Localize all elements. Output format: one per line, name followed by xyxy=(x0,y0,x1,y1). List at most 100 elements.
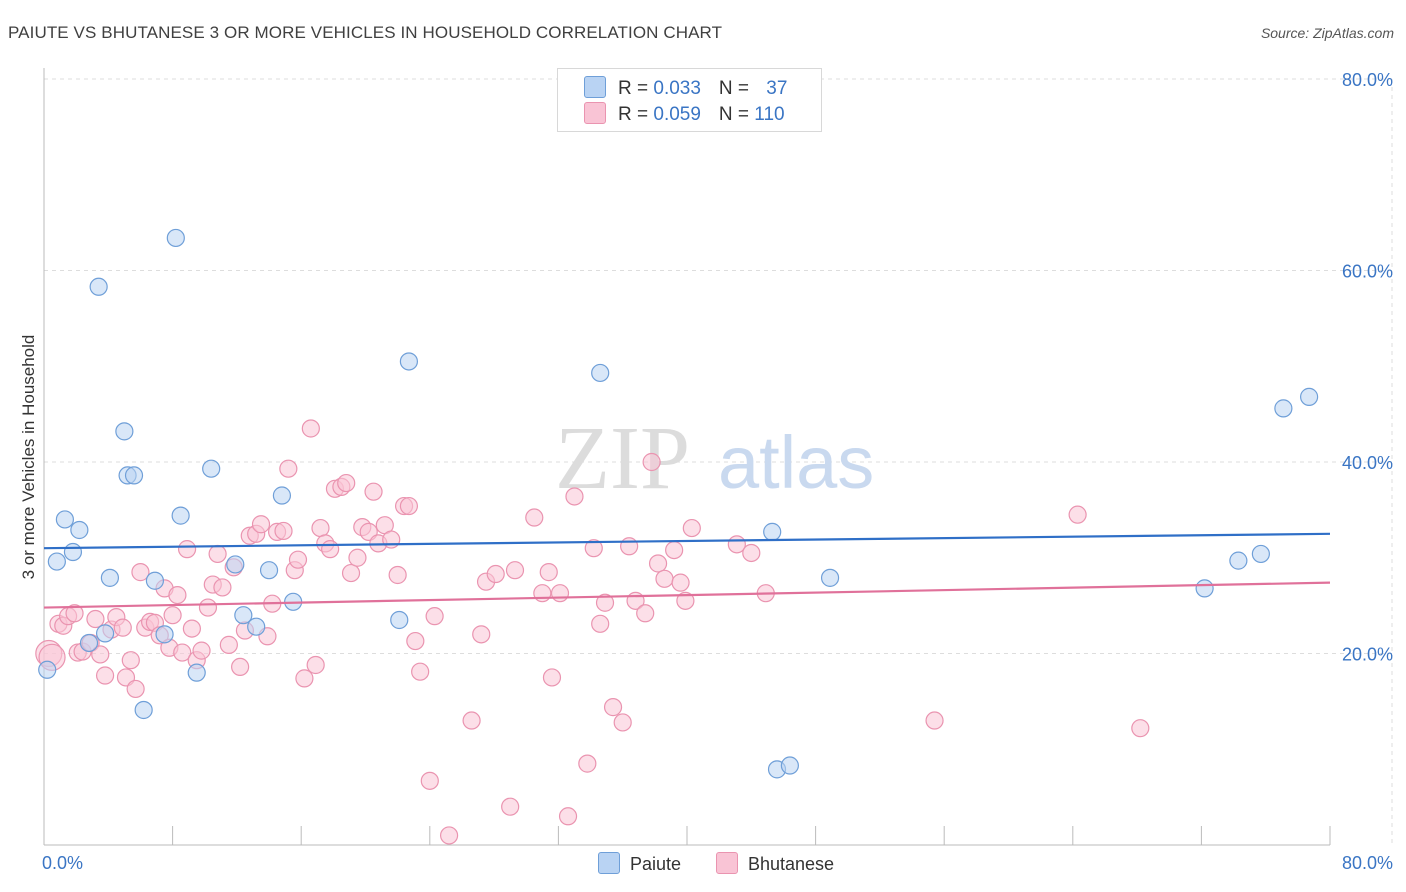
bhutanese-point-83 xyxy=(539,563,558,582)
bhutanese-point-29 xyxy=(182,619,201,638)
paiute-point-5 xyxy=(79,633,99,653)
bhutanese-point-9 xyxy=(86,609,105,629)
bhutanese-point-73 xyxy=(425,607,444,626)
paiute-n-value: 37 xyxy=(766,78,788,99)
bhutanese-point-14 xyxy=(113,618,132,637)
paiute-r-value: 0.033 xyxy=(653,78,701,99)
bhutanese-point-49 xyxy=(288,550,308,569)
bhutanese-point-71 xyxy=(411,662,430,681)
source-label: Source: ZipAtlas.com xyxy=(1260,25,1394,41)
bottom-bhutanese-label: Bhutanese xyxy=(748,854,835,874)
bhutanese-n-value: 110 xyxy=(754,104,785,125)
paiute-point-13 xyxy=(145,571,165,590)
bottom-legend-bhutanese: Bhutanese xyxy=(716,852,834,875)
bhutanese-point-17 xyxy=(126,679,145,699)
bhutanese-point-67 xyxy=(388,565,407,585)
bhutanese-point-42 xyxy=(251,515,271,534)
paiute-point-31 xyxy=(820,568,840,587)
bhutanese-point-35 xyxy=(213,578,232,597)
bhutanese-point-109 xyxy=(1131,719,1150,738)
paiute-point-15 xyxy=(166,228,185,248)
bhutanese-point-28 xyxy=(177,540,197,559)
bhutanese-point-52 xyxy=(306,655,325,675)
bhutanese-point-55 xyxy=(321,540,340,559)
paiute-point-7 xyxy=(95,624,115,643)
y-tick-label-80: 80.0% xyxy=(1342,70,1393,90)
bhutanese-point-70 xyxy=(406,631,425,651)
bhutanese-trend-line xyxy=(43,581,1331,609)
bhutanese-point-102 xyxy=(676,591,695,610)
watermark: ZIP atlas xyxy=(555,409,874,508)
paiute-point-19 xyxy=(226,555,245,574)
paiute-trend-line xyxy=(43,532,1331,550)
bhutanese-point-87 xyxy=(565,487,584,506)
bhutanese-point-47 xyxy=(279,459,298,478)
bhutanese-point-105 xyxy=(742,543,761,563)
paiute-point-9 xyxy=(115,422,134,441)
paiute-point-4 xyxy=(70,520,89,540)
stats-legend: R = 0.033 N = 37 R = 0.059 N = 110 xyxy=(557,68,822,132)
paiute-swatch xyxy=(584,76,606,98)
paiute-point-17 xyxy=(187,663,206,682)
bhutanese-point-76 xyxy=(472,625,491,644)
bhutanese-point-93 xyxy=(613,713,632,732)
bhutanese-point-38 xyxy=(231,657,250,677)
paiute-point-1 xyxy=(47,552,66,571)
paiute-n-label: N = xyxy=(718,78,755,99)
bhutanese-point-72 xyxy=(420,771,439,790)
bhutanese-point-31 xyxy=(192,641,211,660)
bhutanese-point-80 xyxy=(505,561,525,580)
bhutanese-point-75 xyxy=(462,711,481,730)
bhutanese-point-74 xyxy=(439,826,459,845)
bhutanese-point-36 xyxy=(219,635,238,654)
paiute-point-0 xyxy=(38,660,57,679)
bhutanese-point-108 xyxy=(1068,505,1087,524)
legend-row-paiute: R = 0.033 N = 37 xyxy=(584,76,787,100)
bhutanese-point-89 xyxy=(584,539,603,558)
bhutanese-point-18 xyxy=(131,563,150,582)
tick-labels: 20.0% 40.0% 60.0% 80.0% 0.0% 80.0% 3 or more V… xyxy=(19,70,1393,873)
bottom-bhutanese-swatch xyxy=(716,852,738,874)
bottom-legend-paiute: Paiute xyxy=(598,852,681,875)
bhutanese-point-59 xyxy=(341,563,361,583)
bhutanese-point-82 xyxy=(533,584,552,603)
paiute-point-12 xyxy=(134,700,153,720)
paiute-point-26 xyxy=(399,352,419,371)
y-tick-label-60: 60.0% xyxy=(1342,262,1393,282)
bhutanese-point-46 xyxy=(274,521,293,541)
paiute-point-27 xyxy=(591,363,610,383)
bhutanese-point-98 xyxy=(648,554,668,573)
trend-lines xyxy=(43,532,1331,609)
bhutanese-point-79 xyxy=(501,797,520,816)
paiute-r-label: R = xyxy=(618,78,654,99)
series-paiute-points xyxy=(38,228,1319,779)
bhutanese-point-97 xyxy=(642,452,661,472)
bhutanese-point-88 xyxy=(578,754,597,773)
bhutanese-point-5 xyxy=(65,604,84,623)
bhutanese-swatch xyxy=(584,102,606,124)
paiute-point-28 xyxy=(763,522,782,541)
bhutanese-point-86 xyxy=(558,807,578,826)
bottom-paiute-label: Paiute xyxy=(630,854,682,874)
bhutanese-point-107 xyxy=(925,711,944,730)
bhutanese-point-103 xyxy=(682,518,701,538)
paiute-point-21 xyxy=(247,617,266,636)
legend-row-bhutanese: R = 0.059 N = 110 xyxy=(584,102,785,126)
x-tick-label-min: 0.0% xyxy=(42,853,83,873)
paiute-point-16 xyxy=(171,506,190,525)
bhutanese-point-27 xyxy=(173,643,192,662)
paiute-point-32 xyxy=(1195,579,1214,598)
bhutanese-point-96 xyxy=(636,604,655,623)
bhutanese-point-50 xyxy=(295,669,314,688)
bhutanese-point-11 xyxy=(95,666,115,685)
bhutanese-point-51 xyxy=(301,419,320,438)
bhutanese-r-value: 0.059 xyxy=(653,104,701,125)
axes xyxy=(43,68,1331,846)
bhutanese-point-63 xyxy=(364,482,383,501)
bhutanese-point-53 xyxy=(311,518,330,538)
bhutanese-point-99 xyxy=(655,569,674,588)
bhutanese-point-92 xyxy=(603,698,623,717)
bhutanese-point-16 xyxy=(121,651,140,670)
bhutanese-point-25 xyxy=(163,606,182,625)
